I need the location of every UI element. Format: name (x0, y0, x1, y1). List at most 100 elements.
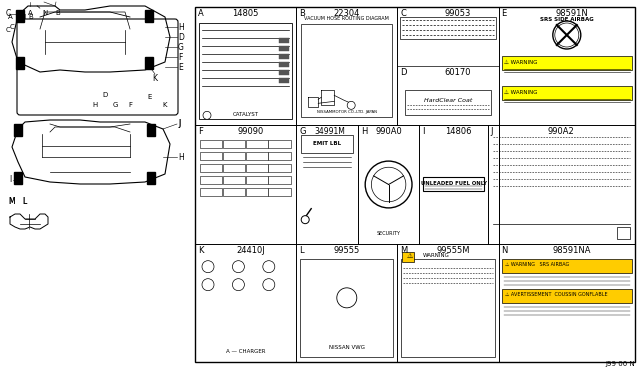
Circle shape (337, 288, 357, 308)
Text: K: K (198, 246, 204, 255)
Text: C: C (6, 27, 11, 33)
Text: 24410J: 24410J (236, 246, 265, 255)
Bar (16, 57, 24, 69)
Text: F: F (198, 127, 203, 136)
Bar (268, 152, 291, 160)
Text: 22304: 22304 (333, 9, 360, 18)
Bar (502, 86, 632, 100)
Bar (200, 140, 222, 148)
Bar (147, 124, 155, 136)
Bar (301, 24, 392, 117)
Bar (279, 70, 289, 75)
Bar (246, 176, 268, 185)
Bar (200, 164, 222, 172)
Text: N: N (42, 10, 47, 16)
Bar (200, 188, 222, 196)
Bar (14, 172, 22, 184)
Text: 14806: 14806 (445, 127, 472, 136)
Text: G: G (178, 42, 184, 51)
Text: VACUUM HOSE ROUTING DIAGRAM: VACUUM HOSE ROUTING DIAGRAM (305, 16, 389, 21)
Bar (502, 289, 632, 303)
Text: 99090: 99090 (237, 127, 264, 136)
Text: G: G (112, 102, 118, 108)
Circle shape (263, 261, 275, 273)
Text: M: M (8, 198, 15, 206)
Circle shape (263, 279, 275, 291)
Text: J: J (178, 119, 180, 128)
Bar (502, 56, 632, 70)
Text: K: K (152, 74, 157, 83)
Bar (223, 176, 245, 185)
Bar (279, 46, 289, 51)
Bar (279, 62, 289, 67)
Text: E: E (178, 62, 183, 71)
FancyBboxPatch shape (17, 19, 178, 115)
Text: B: B (28, 14, 33, 20)
Bar (223, 188, 245, 196)
Text: 14805: 14805 (232, 9, 259, 18)
Text: 99053: 99053 (445, 9, 471, 18)
Text: ⚠ AVERTISSEMENT  COUSSIN GONFLABLE: ⚠ AVERTISSEMENT COUSSIN GONFLABLE (504, 292, 607, 297)
Text: I: I (9, 176, 11, 185)
Text: UNLEADED FUEL ONLY: UNLEADED FUEL ONLY (420, 181, 486, 186)
Text: 990A2: 990A2 (548, 127, 575, 136)
Circle shape (203, 111, 211, 119)
Text: N: N (502, 246, 508, 255)
Text: J: J (178, 119, 180, 128)
Bar (200, 176, 222, 185)
Bar (279, 78, 289, 83)
Text: 60170: 60170 (445, 68, 471, 77)
Text: L: L (22, 198, 26, 206)
Bar (405, 90, 491, 115)
Text: J: J (491, 127, 493, 136)
Text: D: D (178, 32, 184, 42)
Text: B: B (300, 9, 305, 18)
Text: NISSAMMOTOR CO.,LTD. JAPAN: NISSAMMOTOR CO.,LTD. JAPAN (317, 110, 377, 114)
Text: A: A (198, 9, 204, 18)
Circle shape (371, 167, 406, 202)
Circle shape (202, 279, 214, 291)
Bar (145, 10, 153, 22)
Bar (16, 10, 24, 22)
Circle shape (202, 261, 214, 273)
Text: L: L (300, 246, 304, 255)
Text: HardClear Coat: HardClear Coat (424, 98, 472, 103)
Text: ⚠ WARNING   SRS AIRBAG: ⚠ WARNING SRS AIRBAG (504, 262, 569, 267)
Bar (300, 259, 394, 357)
Text: E: E (502, 9, 507, 18)
Bar (279, 54, 289, 59)
Circle shape (553, 21, 581, 49)
Text: A — CHARGER: A — CHARGER (226, 349, 266, 354)
Bar (403, 252, 415, 262)
Text: B: B (53, 0, 59, 1)
Bar (268, 164, 291, 172)
Text: F: F (178, 52, 182, 61)
Bar (246, 188, 268, 196)
Text: ⚠: ⚠ (406, 253, 413, 259)
Bar (223, 164, 245, 172)
Bar (199, 23, 292, 119)
Text: J99 00 N: J99 00 N (605, 361, 635, 367)
Bar (147, 172, 155, 184)
Circle shape (232, 279, 244, 291)
Circle shape (365, 161, 412, 208)
Text: H: H (92, 102, 98, 108)
Bar (223, 152, 245, 160)
Text: N: N (41, 0, 47, 1)
Bar (617, 227, 630, 239)
Text: 98591N: 98591N (556, 9, 588, 18)
Text: EMIT LBL: EMIT LBL (313, 141, 341, 146)
Bar (268, 176, 291, 185)
Text: 990A0: 990A0 (375, 127, 402, 136)
Bar (268, 140, 291, 148)
Text: 99555: 99555 (333, 246, 360, 255)
Bar (424, 176, 484, 190)
Text: ⚠ WARNING: ⚠ WARNING (504, 60, 537, 64)
Text: H: H (178, 22, 184, 32)
Circle shape (347, 101, 355, 109)
Bar (145, 57, 153, 69)
Text: A: A (28, 0, 33, 1)
Text: F: F (128, 102, 132, 108)
Circle shape (555, 23, 579, 47)
Circle shape (232, 261, 244, 273)
